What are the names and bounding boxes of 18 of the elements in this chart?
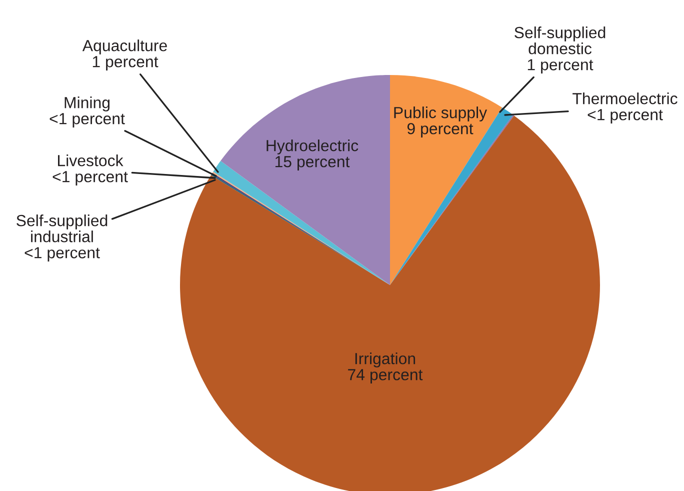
slice-label: Hydroelectric <box>266 140 358 154</box>
data-label: 1 percent <box>92 56 158 70</box>
slice-label: Mining <box>64 96 110 112</box>
data-label: 9 percent <box>407 123 474 138</box>
slice-label: Aquaculture <box>82 40 167 54</box>
data-label: <1 percent <box>50 113 125 128</box>
data-label: <1 percent <box>24 247 100 262</box>
slice-label: Irrigation <box>355 352 416 368</box>
slice-label: Self-supplied industrial <box>16 214 108 242</box>
data-label: 1 percent <box>528 59 594 74</box>
slice-label: Livestock <box>58 154 124 166</box>
slice-label: Self-supplied domestic <box>514 26 606 54</box>
data-label: <1 percent <box>52 171 128 186</box>
slice-label: Public supply <box>394 106 488 122</box>
data-label: <1 percent <box>588 109 663 124</box>
data-label: 15 percent <box>275 156 350 170</box>
data-label: 74 percent <box>348 369 423 384</box>
slice-label: Thermoelectric <box>572 92 678 104</box>
